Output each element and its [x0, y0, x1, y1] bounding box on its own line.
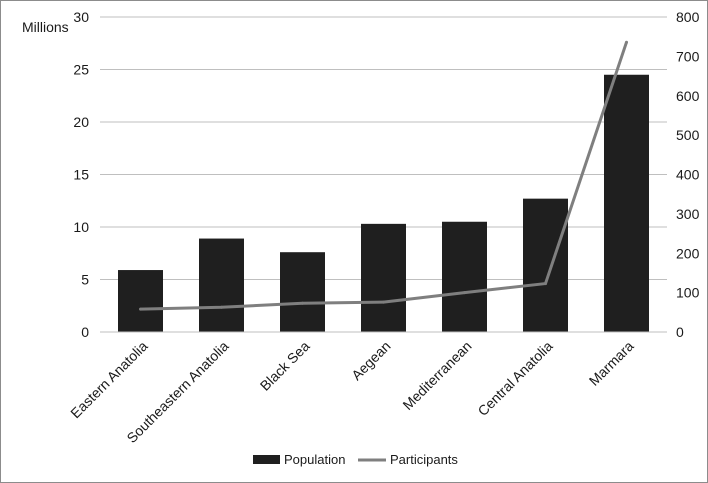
- y2-tick-label: 0: [676, 324, 684, 340]
- y-tick-label: 30: [73, 9, 89, 25]
- bar: [199, 238, 244, 332]
- y-tick-label: 5: [81, 272, 89, 288]
- legend: Population Participants: [253, 452, 458, 467]
- bar: [604, 74, 649, 332]
- line-point: [220, 305, 223, 309]
- bar: [118, 270, 163, 332]
- line-point: [544, 282, 547, 286]
- bar: [523, 198, 568, 332]
- line-point: [463, 291, 466, 295]
- bar: [361, 223, 406, 332]
- y2-tick-label: 800: [676, 9, 700, 25]
- y2-tick-label: 100: [676, 285, 700, 301]
- bar: [442, 221, 487, 332]
- y2-tick-label: 200: [676, 245, 700, 261]
- line-point: [139, 307, 142, 311]
- y2-tick-label: 500: [676, 127, 700, 143]
- line-point: [625, 40, 628, 44]
- x-tick-label: Black Sea: [257, 338, 313, 394]
- y-axis-label: Millions: [22, 19, 69, 35]
- bar-series-group: [118, 74, 649, 332]
- y-tick-label: 20: [73, 114, 89, 130]
- x-tick-label: Eastern Anatolia: [67, 338, 151, 422]
- legend-swatch-population: [253, 455, 280, 464]
- y2-tick-label: 400: [676, 167, 700, 183]
- y2-tick-label: 300: [676, 206, 700, 222]
- y-tick-label: 25: [73, 62, 89, 78]
- y-tick-label: 15: [73, 167, 89, 183]
- y-tick-label: 0: [81, 324, 89, 340]
- legend-label-participants: Participants: [390, 452, 458, 467]
- line-point: [301, 301, 304, 305]
- y2-tick-label: 700: [676, 48, 700, 64]
- x-tick-label: Central Anatolia: [474, 338, 555, 419]
- gridlines: [100, 16, 667, 280]
- y2-tick-label: 600: [676, 88, 700, 104]
- line-series-group: [139, 40, 628, 311]
- line-point: [382, 300, 385, 304]
- legend-label-population: Population: [284, 452, 345, 467]
- bar: [280, 252, 325, 332]
- x-tick-label: Aegean: [348, 338, 393, 383]
- x-tick-label: Marmara: [586, 338, 637, 389]
- x-tick-label: Mediterranean: [399, 338, 474, 413]
- y-tick-label: 10: [73, 219, 89, 235]
